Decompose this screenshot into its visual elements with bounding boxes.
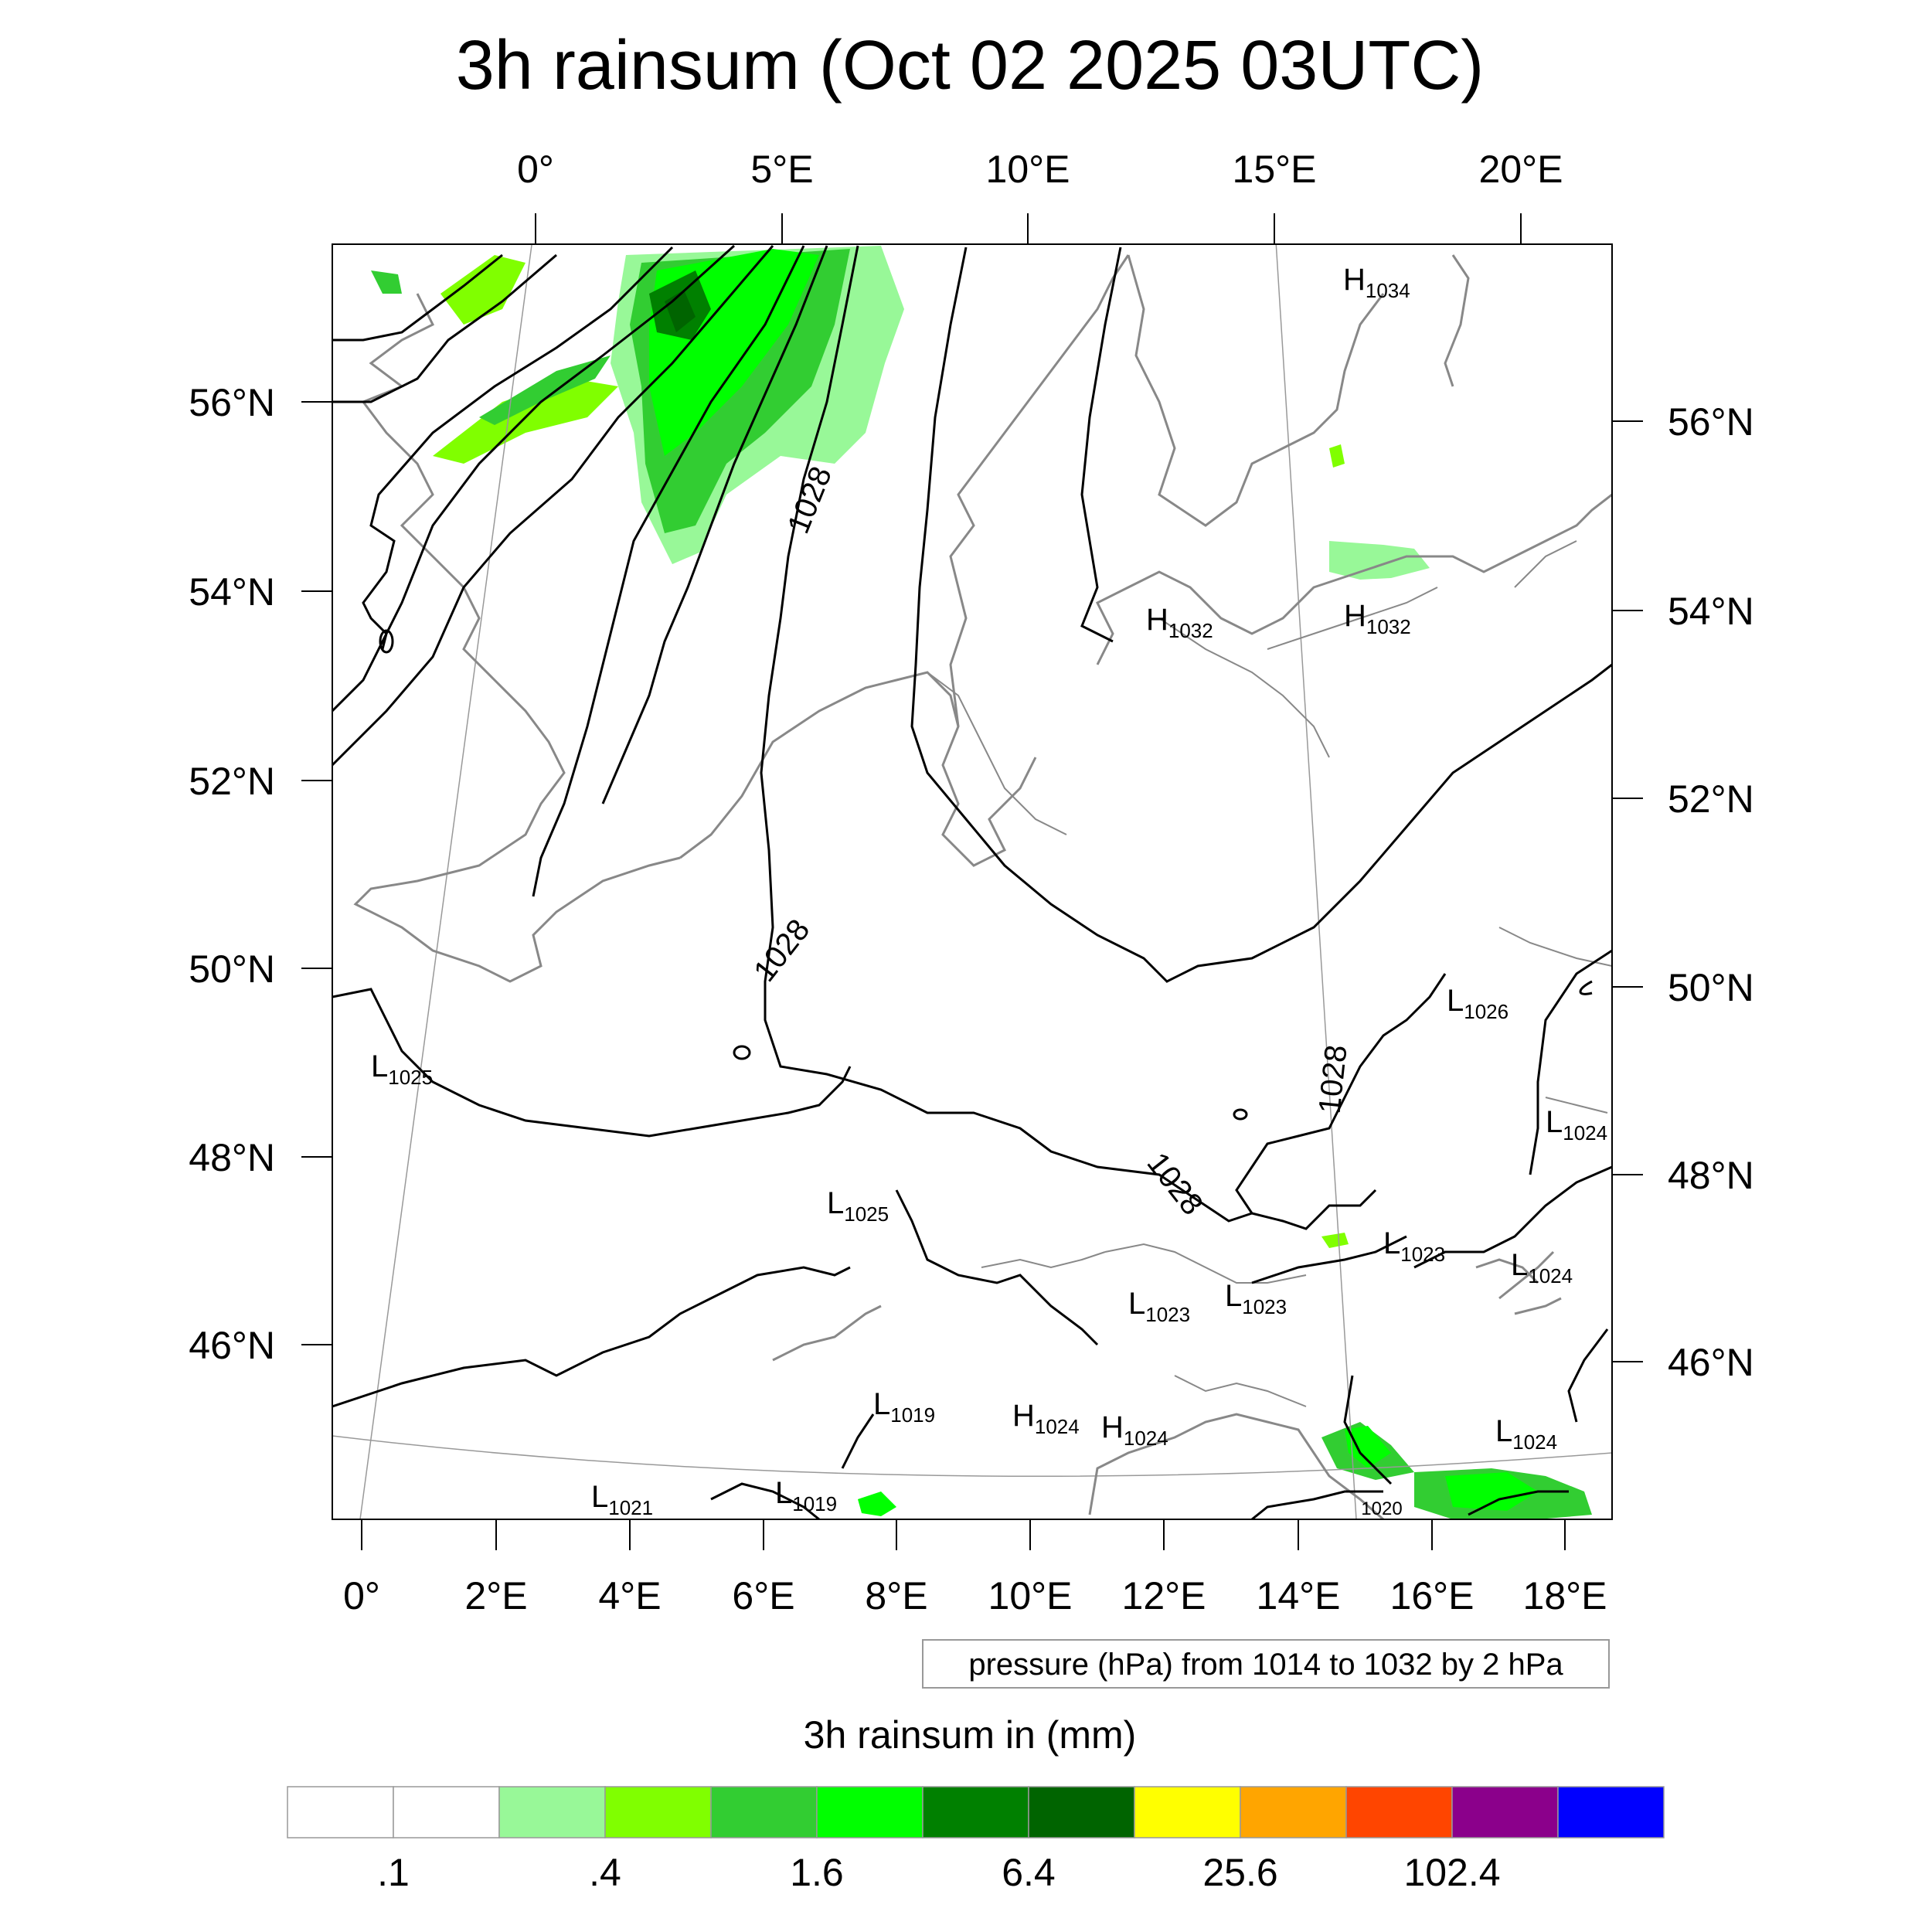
- isobar-label: 1028: [1313, 1043, 1354, 1115]
- colorbar-swatch: [922, 1786, 1029, 1838]
- colorbar-label: 1.6: [790, 1851, 844, 1894]
- graticule: [332, 244, 1612, 1519]
- borders: [927, 540, 1612, 1407]
- isobar-labels: 1028 1028 1028 1028: [747, 462, 1354, 1222]
- map-title: 3h rainsum (Oct 02 2025 03UTC): [456, 27, 1485, 104]
- map-area: [332, 244, 1612, 1519]
- isobars: [332, 244, 1612, 1519]
- isobar-label: 1028: [781, 462, 838, 539]
- colorbar-swatch: [1557, 1786, 1665, 1838]
- bottom-lon-label: 18°E: [1523, 1574, 1607, 1617]
- right-lat-label: 54°N: [1668, 590, 1754, 633]
- colorbar-label: 6.4: [1002, 1851, 1056, 1894]
- high-pressure-center: H1024: [1012, 1399, 1080, 1438]
- low-pressure-center: L1023: [1383, 1226, 1445, 1266]
- colorbar-label: .1: [377, 1851, 410, 1894]
- low-pressure-center: L1023: [1225, 1279, 1287, 1318]
- colorbar-swatch: [1240, 1786, 1347, 1838]
- colorbar-swatch: [710, 1786, 818, 1838]
- colorbar-label: 25.6: [1202, 1851, 1277, 1894]
- low-pressure-center: L1019: [873, 1387, 935, 1427]
- high-pressure-center: H1034: [1343, 263, 1410, 302]
- contour-info-text: pressure (hPa) from 1014 to 1032 by 2 hP…: [968, 1648, 1563, 1682]
- left-lat-label: 52°N: [189, 760, 275, 803]
- colorbar-swatch: [1028, 1786, 1135, 1838]
- right-lat-label: 56°N: [1668, 400, 1754, 444]
- bottom-lon-label: 8°E: [865, 1574, 927, 1617]
- colorbar-swatch: [816, 1786, 923, 1838]
- low-pressure-center: L1025: [827, 1186, 889, 1226]
- low-pressure-center: L1024: [1546, 1105, 1607, 1145]
- high-pressure-center: H1032: [1344, 599, 1411, 638]
- colorbar-swatch: [1451, 1786, 1559, 1838]
- bottom-lon-label: 16°E: [1390, 1574, 1475, 1617]
- top-lon-label: 20°E: [1479, 148, 1563, 191]
- bottom-lon-label: 2°E: [464, 1574, 527, 1617]
- colorbar-swatch: [1345, 1786, 1453, 1838]
- low-pressure-center: L1026: [1447, 984, 1509, 1023]
- left-lat-label: 50°N: [189, 947, 275, 991]
- rain-field-baltic: [1329, 444, 1430, 580]
- bottom-lon-label: 4°E: [598, 1574, 661, 1617]
- left-lat-label: 46°N: [189, 1324, 275, 1367]
- isobar-label: 1028: [1141, 1146, 1209, 1221]
- contour-info-box: [922, 1639, 1610, 1689]
- low-pressure-center: L1024: [1495, 1414, 1557, 1454]
- low-pressure-center: L1019: [775, 1476, 837, 1515]
- left-lat-label: 48°N: [189, 1136, 275, 1179]
- top-lon-label: 5°E: [750, 148, 813, 191]
- colorbar-label: .4: [589, 1851, 621, 1894]
- colorbar-swatch: [498, 1786, 606, 1838]
- bottom-lon-label: 10°E: [988, 1574, 1073, 1617]
- small-isobar-label: 1020: [1361, 1498, 1402, 1519]
- top-lon-label: 15°E: [1233, 148, 1317, 191]
- colorbar: .1 .4 1.6 6.4 25.6 102.4: [287, 1786, 1665, 1894]
- right-lat-label: 48°N: [1668, 1154, 1754, 1197]
- coastlines: [353, 254, 1612, 1519]
- top-lon-label: 0°: [517, 148, 554, 191]
- right-lat-label: 50°N: [1668, 966, 1754, 1009]
- bottom-lon-label: 14°E: [1257, 1574, 1341, 1617]
- bottom-lon-label: 0°: [343, 1574, 380, 1617]
- colorbar-swatch: [393, 1786, 500, 1838]
- isobar-label: 1028: [747, 913, 816, 988]
- colorbar-title: 3h rainsum in (mm): [804, 1713, 1137, 1757]
- low-pressure-center: L1024: [1511, 1248, 1573, 1287]
- colorbar-label: 102.4: [1403, 1851, 1500, 1894]
- map-frame: [332, 243, 1613, 1520]
- high-pressure-center: H1032: [1146, 603, 1213, 642]
- left-lat-label: 54°N: [189, 570, 275, 614]
- rain-field-north-sea: [371, 246, 904, 564]
- colorbar-swatch: [1134, 1786, 1241, 1838]
- bottom-lon-label: 6°E: [732, 1574, 794, 1617]
- bottom-lon-label: 12°E: [1122, 1574, 1206, 1617]
- high-pressure-center: H1024: [1101, 1410, 1168, 1450]
- left-lat-label: 56°N: [189, 381, 275, 424]
- colorbar-swatch: [287, 1786, 394, 1838]
- pressure-centers: H1034 H1032 H1032 L1025 L1026 L1024 L1025 L1023…: [371, 263, 1607, 1519]
- rain-field-adriatic: [858, 1233, 1592, 1519]
- low-pressure-center: L1021: [591, 1480, 653, 1519]
- map-axes: 0° 5°E 10°E 15°E 20°E 0° 2°E 4°E 6°E 8°E 10°E 12°E 1…: [189, 148, 1753, 1617]
- top-lon-label: 10°E: [986, 148, 1070, 191]
- right-lat-label: 52°N: [1668, 777, 1754, 821]
- right-lat-label: 46°N: [1668, 1341, 1754, 1384]
- colorbar-swatch: [604, 1786, 712, 1838]
- low-pressure-center: L1023: [1128, 1287, 1190, 1326]
- low-pressure-center: L1025: [371, 1049, 433, 1089]
